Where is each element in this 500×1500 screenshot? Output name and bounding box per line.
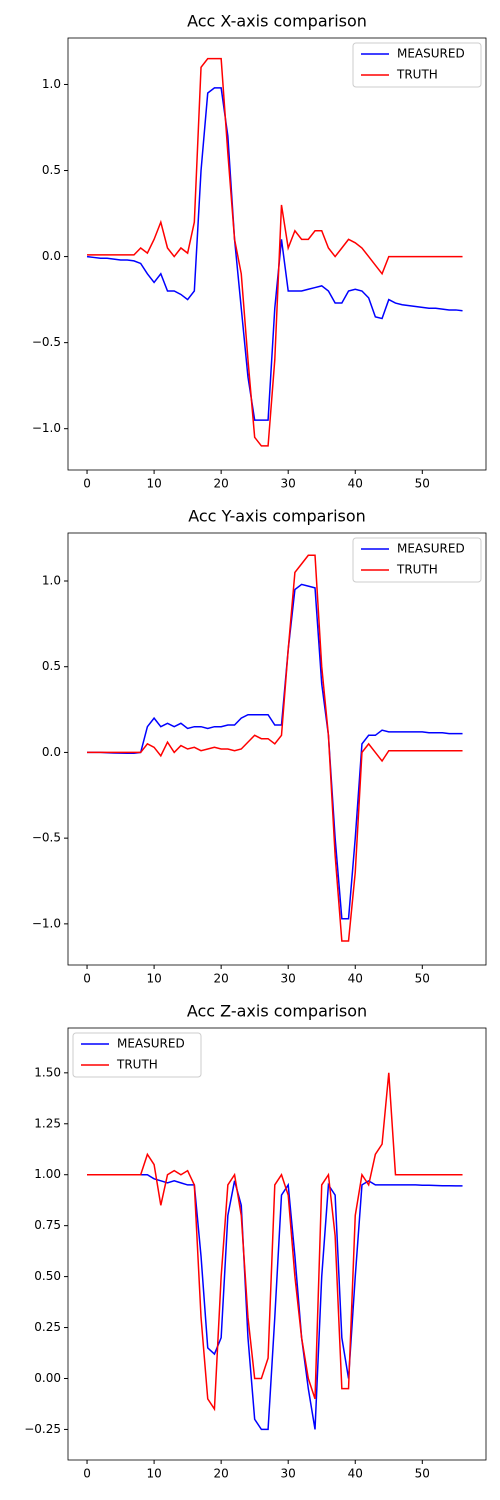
x-tick-label: 0 xyxy=(83,477,91,491)
y-tick-label: 0.00 xyxy=(34,1371,61,1385)
y-tick-label: 0.50 xyxy=(34,1269,61,1283)
y-tick-label: 0.0 xyxy=(42,745,61,759)
y-tick-label: 0.0 xyxy=(42,249,61,263)
x-tick-label: 30 xyxy=(281,972,296,986)
data-line xyxy=(87,1173,463,1431)
x-tick-label: 40 xyxy=(348,1467,363,1481)
y-tick-label: 1.25 xyxy=(34,1116,61,1130)
x-tick-label: 30 xyxy=(281,477,296,491)
chart-title: Acc Z-axis comparison xyxy=(187,1002,367,1021)
axes-frame xyxy=(67,532,487,966)
x-tick-label: 50 xyxy=(415,972,430,986)
y-tick-label: 1.0 xyxy=(42,77,61,91)
y-tick-label: −1.0 xyxy=(32,421,61,435)
y-tick-label: 0.5 xyxy=(42,163,61,177)
y-tick-label: 1.0 xyxy=(42,574,61,588)
axes-frame xyxy=(67,37,487,471)
x-tick-label: 0 xyxy=(83,972,91,986)
y-tick-label: −1.0 xyxy=(32,916,61,930)
x-tick-label: 20 xyxy=(214,1467,229,1481)
x-tick-label: 20 xyxy=(214,972,229,986)
x-tick-label: 10 xyxy=(146,1467,161,1481)
legend-label: TRUTH xyxy=(396,563,438,577)
subplot: Acc Y-axis comparison 0 10 20 30 40 50 −1.0 −0.5… xyxy=(32,507,487,986)
legend-label: MEASURED xyxy=(397,542,465,556)
legend-label: MEASURED xyxy=(117,1037,185,1051)
data-line xyxy=(86,87,463,421)
x-tick-label: 30 xyxy=(281,1467,296,1481)
y-tick-label: 0.5 xyxy=(42,659,61,673)
y-tick-label: −0.5 xyxy=(32,335,61,349)
x-tick-label: 50 xyxy=(415,1467,430,1481)
legend-label: TRUTH xyxy=(116,1058,158,1072)
data-line xyxy=(87,583,463,920)
chart-title: Acc Y-axis comparison xyxy=(188,507,366,526)
y-tick-label: −0.25 xyxy=(24,1422,61,1436)
y-tick-label: 0.25 xyxy=(34,1320,61,1334)
subplot: Acc Z-axis comparison 0 10 20 30 40 50 −0.25 0.0… xyxy=(24,1002,487,1481)
x-tick-label: 40 xyxy=(348,477,363,491)
y-tick-label: 0.75 xyxy=(34,1218,61,1232)
x-tick-label: 40 xyxy=(348,972,363,986)
y-tick-label: 1.00 xyxy=(34,1167,61,1181)
legend-label: TRUTH xyxy=(396,68,438,82)
subplot: Acc X-axis comparison 0 10 20 30 40 50 −1.0 −0.5… xyxy=(32,12,487,491)
axes-frame xyxy=(67,1027,487,1461)
x-tick-label: 10 xyxy=(146,972,161,986)
chart-title: Acc X-axis comparison xyxy=(187,12,367,31)
y-tick-label: −0.5 xyxy=(32,831,61,845)
x-tick-label: 50 xyxy=(415,477,430,491)
data-line xyxy=(87,57,463,447)
x-tick-label: 20 xyxy=(214,477,229,491)
x-tick-label: 0 xyxy=(83,1467,91,1481)
data-line xyxy=(87,554,463,942)
legend-label: MEASURED xyxy=(397,47,465,61)
y-tick-label: 1.50 xyxy=(34,1065,61,1079)
data-line xyxy=(87,1072,463,1412)
x-tick-label: 10 xyxy=(146,477,161,491)
